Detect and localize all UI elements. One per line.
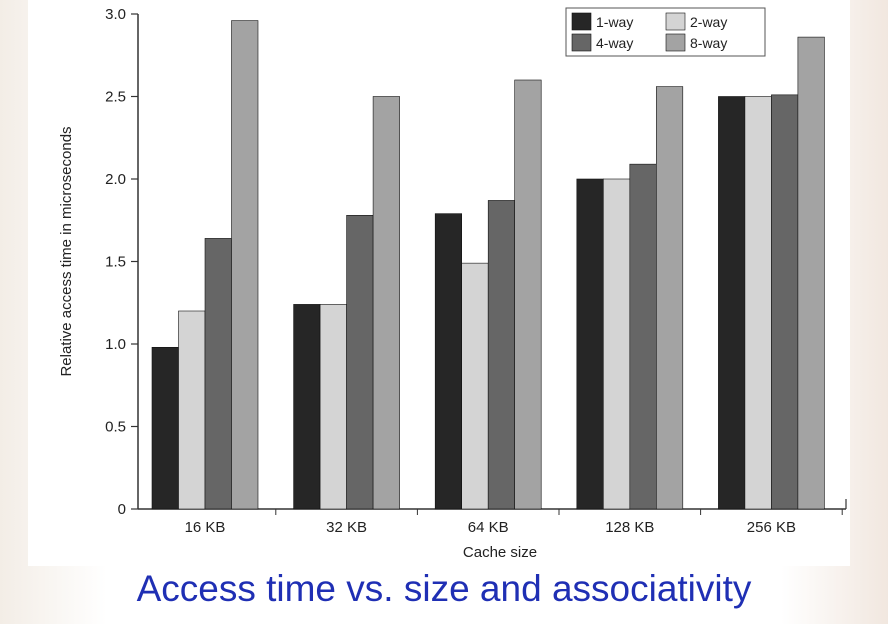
y-tick-label: 1.5 [105, 254, 126, 271]
bar-1-way-16KB [151, 346, 179, 510]
legend-swatch [571, 12, 592, 31]
x-tick-label: 16 KB [185, 519, 226, 536]
y-tick-label: 0 [118, 501, 126, 518]
bar-2-way-16KB [178, 310, 206, 510]
legend-label: 2-way [690, 14, 727, 30]
bar-8-way-256KB [797, 36, 825, 510]
y-tick-label: 3.0 [105, 6, 126, 23]
bar-2-way-64KB [461, 262, 489, 510]
bar-4-way-64KB [487, 200, 516, 510]
bar-4-way-256KB [771, 94, 799, 510]
x-tick-label: 256 KB [747, 519, 796, 536]
legend-label: 8-way [690, 35, 727, 51]
bar-4-way-16KB [204, 238, 232, 510]
bar-8-way-32KB [372, 96, 400, 510]
bar-8-way-16KB [231, 20, 259, 510]
legend-swatch [571, 33, 592, 52]
legend-box [565, 7, 766, 57]
x-tick-label: 128 KB [605, 519, 654, 536]
legend-swatch [665, 12, 686, 31]
bar-8-way-64KB [514, 79, 542, 510]
bar-2-way-256KB [744, 96, 772, 510]
legend-label: 4-way [596, 35, 633, 51]
legend-label: 1-way [596, 14, 633, 30]
y-axis-label: Relative access time in microseconds [58, 126, 75, 376]
bar-4-way-32KB [346, 215, 374, 510]
bar-1-way-256KB [718, 96, 746, 510]
y-tick-label: 1.0 [105, 336, 126, 353]
x-tick-label: 32 KB [326, 519, 367, 536]
legend-swatch [665, 33, 686, 52]
bar-chart: 0 0.5 1.0 1.5 2.0 2.5 3.0 16 KB 32 KB 64 KB 128 KB… [58, 6, 847, 561]
figure-caption: Access time vs. size and associativity [136, 568, 752, 609]
y-tick-label: 2.5 [105, 89, 126, 106]
bar-4-way-128KB [629, 163, 657, 510]
bar-2-way-128KB [602, 178, 631, 510]
bar-1-way-32KB [293, 304, 321, 510]
y-tick-label: 2.0 [105, 171, 126, 188]
bar-2-way-32KB [319, 304, 347, 510]
x-tick-label: 64 KB [468, 519, 509, 536]
bar-1-way-128KB [576, 178, 604, 510]
bar-8-way-128KB [655, 86, 684, 510]
chart-panel: 0 0.5 1.0 1.5 2.0 2.5 3.0 16 KB 32 KB 64 KB 128 KB… [28, 0, 850, 566]
x-axis-label: Cache size [463, 544, 537, 561]
y-tick-label: 0.5 [105, 419, 126, 436]
bar-1-way-64KB [434, 213, 463, 510]
